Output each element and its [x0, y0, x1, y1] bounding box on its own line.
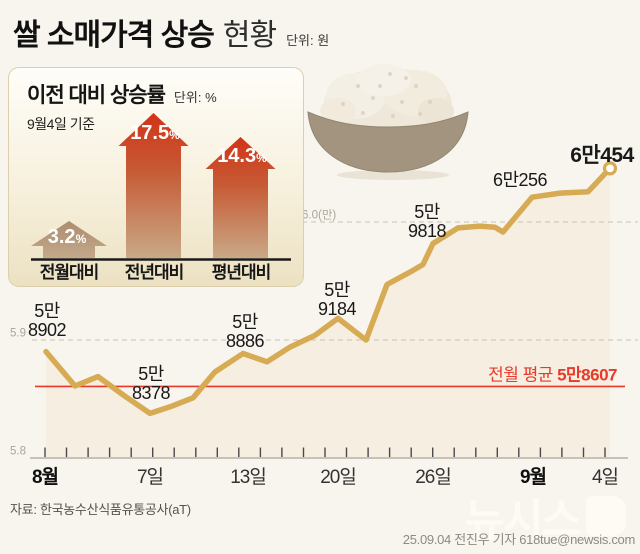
increase-arrows-graphic: 3.2% 17.5% 14.3% 전월대비 전년대비 평년대비 — [31, 113, 291, 282]
end-marker — [602, 161, 618, 176]
page-header: 쌀 소매가격 상승 현황 단위: 원 — [13, 10, 329, 54]
point-label-5만8378: 5만 8378 — [132, 364, 171, 403]
x-label-26일: 26일 — [415, 466, 451, 488]
point-label-5만8886: 5만 8886 — [226, 312, 265, 351]
arrow-vs-prev-month — [31, 221, 107, 258]
newsis-logo-mark — [586, 496, 626, 536]
as-of-date-label: 9월4일 기준 — [27, 116, 95, 132]
bowl-body — [307, 111, 469, 173]
increase-rate-panel: 이전 대비 상승률 단위: % 9월4일 기준 — [8, 67, 304, 287]
x-label-9월: 9월 — [520, 466, 546, 488]
panel-title: 이전 대비 상승률 — [27, 84, 166, 107]
rice-bowl-illustration — [307, 64, 469, 180]
arrow-label-vs-prev-month: 전월대비 — [40, 263, 99, 282]
unit-label: 단위: 원 — [286, 33, 330, 48]
point-label-6만256: 6만256 — [493, 170, 548, 190]
arrow-label-vs-prev-year: 전년대비 — [125, 263, 184, 282]
x-label-7일: 7일 — [137, 466, 163, 488]
arrow-value-vs-normal-year: 14.3% — [217, 145, 267, 167]
panel-header: 이전 대비 상승률 단위: % — [9, 68, 303, 109]
avg-line-label: 전월 평균 5만8607 — [488, 365, 617, 384]
source-label: 자료: 한국농수산식품유통공사(aT) — [10, 502, 191, 517]
point-label-5만9818: 5만 9818 — [408, 202, 447, 241]
arrow-value-vs-prev-year: 17.5% — [130, 122, 180, 144]
price-line — [43, 165, 613, 417]
area-fill — [46, 168, 610, 457]
point-label-6만454: 6만454 — [570, 144, 634, 167]
arrow-value-vs-prev-month: 3.2% — [48, 226, 87, 248]
y-axis-label-5.9: 5.9 — [10, 328, 26, 340]
arrow-vs-normal-year — [205, 137, 276, 258]
bowl-shadow — [337, 170, 449, 180]
watermark-text: 뉴시스 — [464, 496, 582, 545]
x-label-8월: 8월 — [32, 466, 58, 488]
x-label-4일: 4일 — [592, 466, 618, 488]
panel-unit-label: 단위: % — [173, 90, 217, 105]
arrow-label-vs-normal-year: 평년대비 — [212, 263, 271, 282]
point-label-5만8902: 5만 8902 — [28, 301, 67, 340]
newsis-watermark: 뉴시스 — [465, 484, 626, 548]
arrow-vs-prev-year — [118, 113, 189, 258]
y-axis-label-6.0(만): 6.0(만) — [302, 209, 336, 222]
x-label-20일: 20일 — [320, 466, 356, 488]
rice-mound — [320, 64, 454, 140]
byline-credit: 25.09.04 전진우 기자 618tue@newsis.com — [402, 532, 636, 547]
point-label-5만9184: 5만 9184 — [318, 280, 357, 319]
x-label-13일: 13일 — [230, 466, 266, 488]
page-title: 쌀 소매가격 상승 — [13, 19, 215, 52]
y-axis-label-5.8: 5.8 — [10, 446, 26, 458]
page-title-suffix: 현황 — [222, 19, 277, 52]
